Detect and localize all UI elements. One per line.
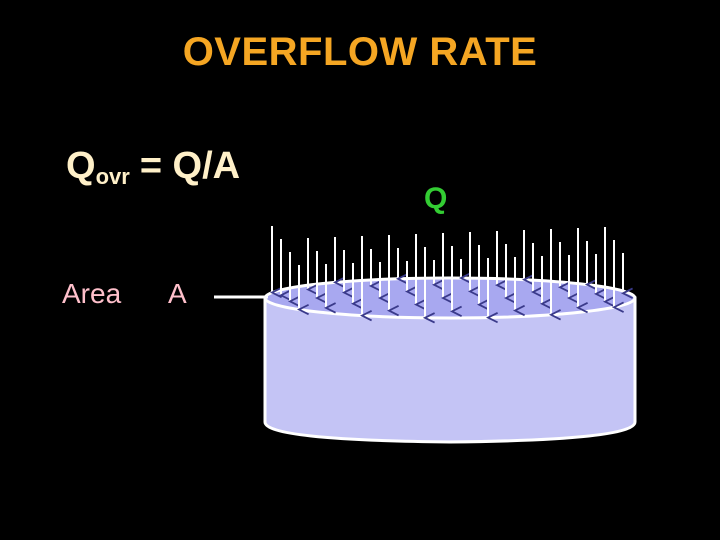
overflow-rate-formula: Qovr = Q/A <box>66 145 241 189</box>
flow-arrows <box>269 226 634 324</box>
tank-body <box>263 296 637 444</box>
formula-expression: = Q/A <box>139 145 241 187</box>
area-text: Area <box>62 278 122 309</box>
formula-subscript: ovr <box>95 164 130 189</box>
formula-symbol: Q <box>66 145 96 187</box>
slide-title: OVERFLOW RATE <box>182 30 538 74</box>
area-symbol: A <box>168 278 187 309</box>
tank-top-surface <box>263 276 637 320</box>
flow-label: Q <box>424 182 448 215</box>
